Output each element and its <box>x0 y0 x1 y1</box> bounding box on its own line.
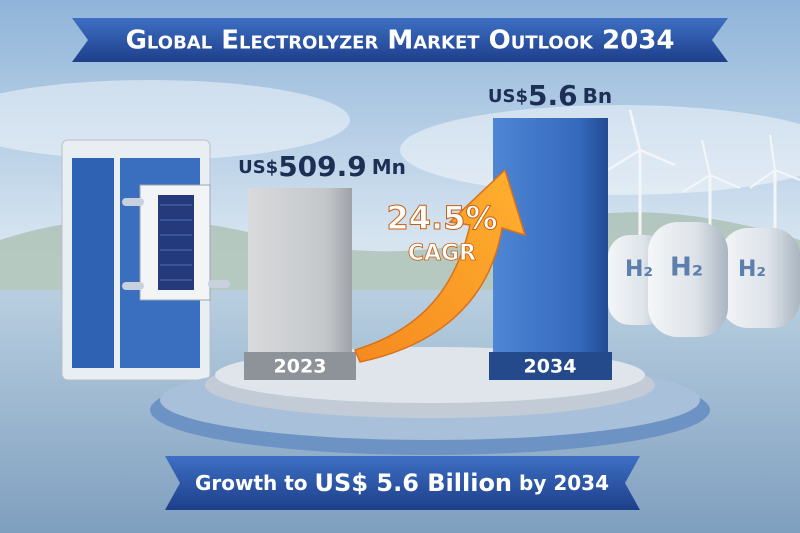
tank-label: H₂ <box>625 257 653 282</box>
title-banner <box>72 18 728 62</box>
electrolyzer <box>61 139 230 381</box>
wind-turbines <box>607 109 800 250</box>
tank-label: H₂ <box>670 253 703 283</box>
bar-2023 <box>244 188 356 380</box>
footer-lead: Growth to <box>195 471 308 495</box>
tank-label: H₂ <box>738 257 766 282</box>
footer-highlight: US$ 5.6 Billion <box>315 469 512 497</box>
growth-arrow <box>353 168 527 363</box>
value-label: US$509.9 Mn <box>238 150 406 183</box>
value-prefix: US$ <box>238 157 278 178</box>
footer-text: Growth to US$ 5.6 Billion by 2034 <box>195 469 609 497</box>
value-prefix: US$ <box>488 86 528 107</box>
value-label: US$5.6 Bn <box>488 79 612 112</box>
footer-tail: by 2034 <box>519 471 609 495</box>
value-unit: Mn <box>372 155 406 179</box>
footer-banner <box>165 456 640 510</box>
year-label: 2023 <box>274 356 327 378</box>
cagr-label: CAGR <box>408 241 476 266</box>
cagr-value: 24.5% <box>386 199 497 237</box>
hydrogen-tanks: H₂ H₂ H₂ <box>608 222 800 337</box>
value-amount: 5.6 <box>528 79 578 112</box>
title: Global Electrolyzer Market Outlook 2034 <box>126 26 675 56</box>
year-label: 2034 <box>524 356 577 378</box>
value-unit: Bn <box>583 84 612 108</box>
bar-2034 <box>489 118 612 380</box>
value-amount: 509.9 <box>278 150 367 183</box>
